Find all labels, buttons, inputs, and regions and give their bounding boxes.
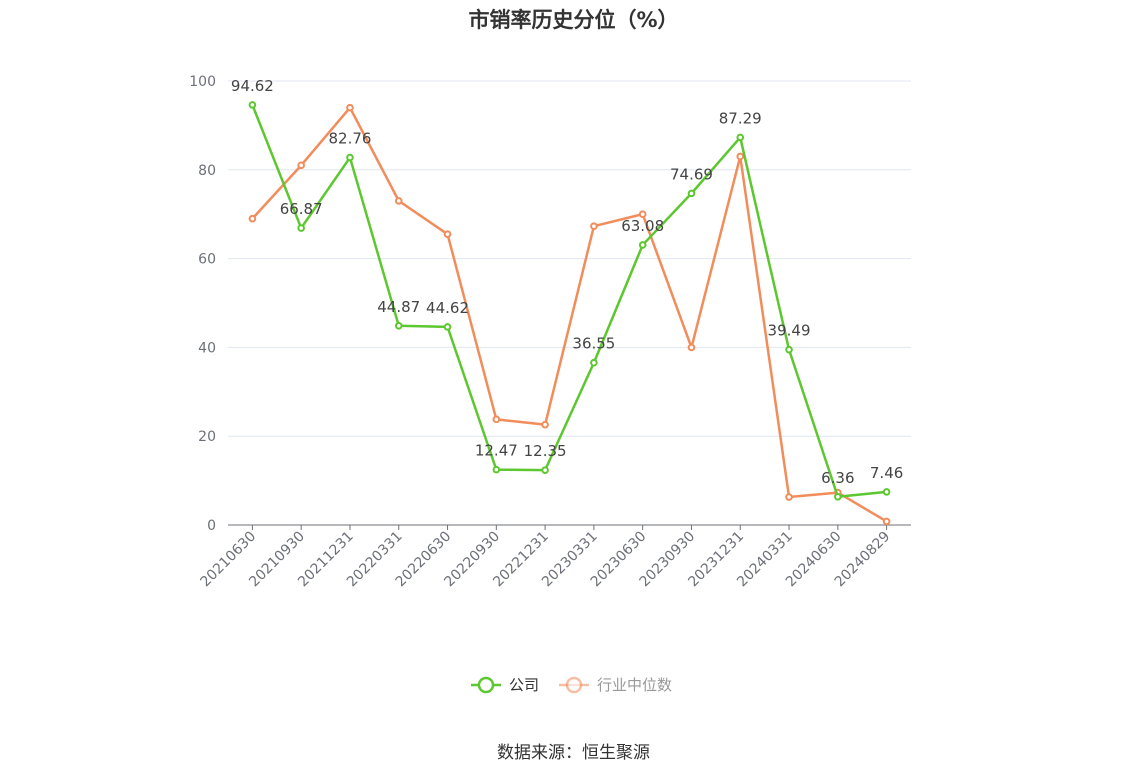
data-label: 94.62 (231, 77, 274, 95)
data-label: 6.36 (821, 469, 854, 487)
data-label: 7.46 (870, 464, 903, 482)
data-point-industry (492, 415, 501, 424)
data-point-company (346, 153, 354, 162)
data-point-company (394, 321, 403, 330)
data-point-industry (443, 230, 452, 238)
data-label: 87.29 (719, 109, 762, 127)
data-point-industry (590, 222, 598, 230)
data-labels: 94.62 66.87 82.76 44.87 44.62 12.47 12.35 36.55… (231, 77, 903, 487)
data-point-industry (638, 210, 647, 218)
legend-item-company[interactable]: 公司 (471, 676, 539, 694)
data-point-company (638, 241, 647, 249)
data-label: 44.62 (426, 299, 469, 317)
legend-item-industry[interactable]: 行业中位数 (559, 676, 672, 694)
data-point-industry (785, 493, 793, 501)
y-tick-label: 80 (198, 163, 216, 179)
series-line-industry (251, 106, 888, 523)
data-point-industry (248, 214, 257, 223)
data-point-industry (736, 152, 745, 161)
series-line-company (251, 104, 887, 499)
x-axis: 2021063020210930202112312022033120220630… (198, 524, 911, 590)
data-source: 数据来源：恒生聚源 (497, 743, 650, 763)
data-point-industry (541, 420, 549, 429)
y-tick-label: 60 (198, 252, 216, 268)
data-point-company (443, 323, 452, 331)
y-tick-label: 0 (207, 518, 216, 534)
data-point-company (248, 101, 257, 109)
data-point-company (590, 358, 598, 367)
legend[interactable]: 公司 行业中位数 (471, 676, 672, 694)
data-point-company (687, 189, 696, 198)
data-point-industry (297, 161, 305, 170)
legend-marker (477, 676, 495, 694)
data-label: 36.55 (572, 335, 615, 353)
data-point-company (834, 492, 842, 501)
data-label: 74.69 (670, 165, 713, 183)
data-point-company (882, 488, 891, 496)
y-tick-label: 20 (198, 429, 216, 445)
data-label: 44.87 (377, 298, 420, 316)
data-point-company (541, 466, 549, 474)
data-label: 12.35 (524, 442, 567, 460)
legend-label: 行业中位数 (597, 676, 672, 694)
data-point-company (297, 224, 305, 232)
chart-title: 市销率历史分位（%） (468, 8, 679, 32)
y-tick-label: 100 (189, 74, 216, 90)
data-point-industry (687, 343, 696, 352)
data-point-industry (882, 517, 891, 526)
legend-label: 公司 (509, 676, 539, 694)
series-group (248, 101, 891, 526)
y-tick-label: 40 (198, 340, 216, 356)
y-axis-ticks: 0 20 40 60 80 100 (189, 74, 216, 534)
data-label: 39.49 (768, 322, 811, 340)
data-label: 12.47 (475, 442, 518, 460)
data-point-company (492, 465, 501, 474)
data-label: 66.87 (280, 200, 323, 218)
data-point-industry (394, 197, 403, 205)
data-point-company (736, 133, 745, 142)
legend-marker (565, 676, 583, 694)
data-label: 63.08 (621, 217, 664, 235)
data-point-industry (346, 103, 354, 112)
data-point-company (785, 345, 793, 354)
data-label: 82.76 (328, 130, 371, 148)
